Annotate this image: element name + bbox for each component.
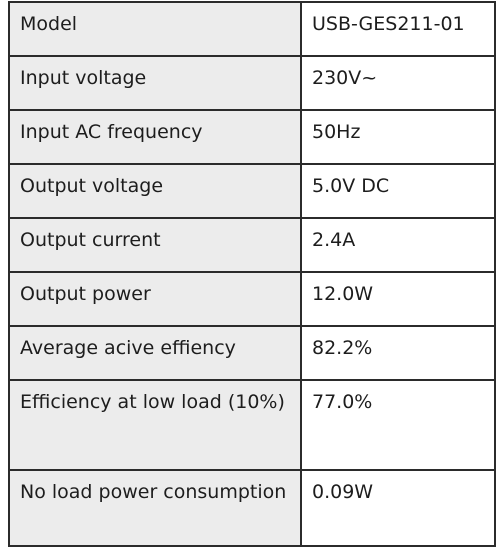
table-row: Efficiency at low load (10%) 77.0% <box>8 379 496 471</box>
row-value: 50Hz <box>300 109 496 165</box>
row-value: 12.0W <box>300 271 496 327</box>
table-row: No load power consumption 0.09W <box>8 469 496 547</box>
row-value: 230V~ <box>300 55 496 111</box>
row-label: No load power consumption <box>8 469 302 547</box>
table-row: Output power 12.0W <box>8 271 496 327</box>
table-row: Input voltage 230V~ <box>8 55 496 111</box>
table-row: Average acive effiency 82.2% <box>8 325 496 381</box>
row-label: Input voltage <box>8 55 302 111</box>
row-value: 82.2% <box>300 325 496 381</box>
row-label: Efficiency at low load (10%) <box>8 379 302 471</box>
row-label: Output current <box>8 217 302 273</box>
table-row: Output current 2.4A <box>8 217 496 273</box>
table-row: Input AC frequency 50Hz <box>8 109 496 165</box>
row-value: 5.0V DC <box>300 163 496 219</box>
row-label: Average acive effiency <box>8 325 302 381</box>
row-label: Input AC frequency <box>8 109 302 165</box>
row-value: 77.0% <box>300 379 496 471</box>
spec-table: Model USB-GES211-01 Input voltage 230V~ … <box>8 1 496 547</box>
row-label: Output power <box>8 271 302 327</box>
row-label: Model <box>8 1 302 57</box>
row-value: 0.09W <box>300 469 496 547</box>
row-value: 2.4A <box>300 217 496 273</box>
table-row: Output voltage 5.0V DC <box>8 163 496 219</box>
row-label: Output voltage <box>8 163 302 219</box>
table-row: Model USB-GES211-01 <box>8 1 496 57</box>
row-value: USB-GES211-01 <box>300 1 496 57</box>
